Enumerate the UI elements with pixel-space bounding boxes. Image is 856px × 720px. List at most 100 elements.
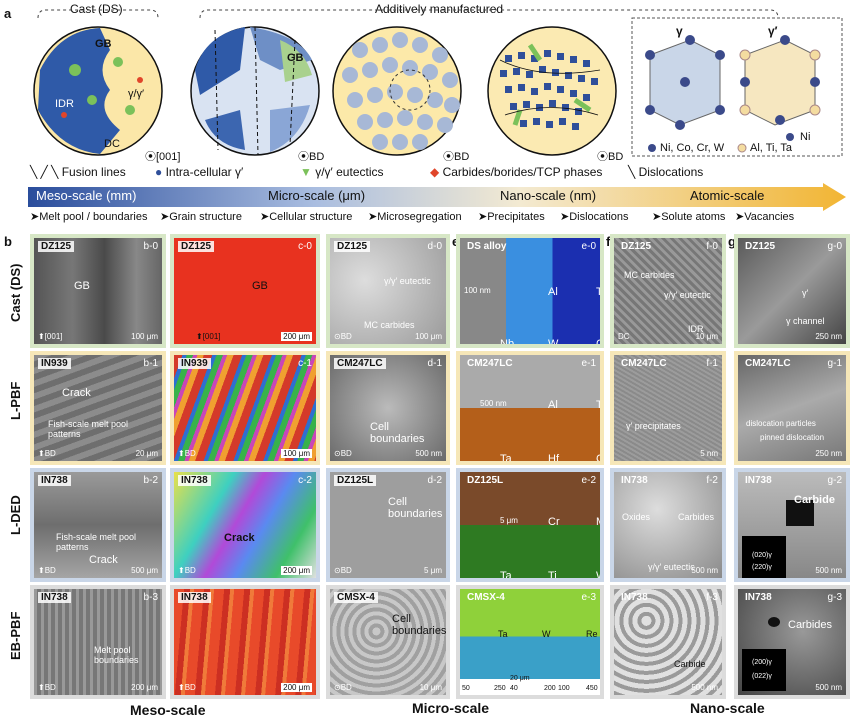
tile-dir: DC [618, 332, 630, 341]
tile-c3: IN738 ⬆BD 200 μm [170, 585, 320, 699]
colorbar-tick: 250 [494, 685, 506, 692]
ni-label: Ni [800, 131, 811, 143]
feature-6: ➤Solute atoms [652, 211, 726, 223]
tile-alloy: IN939 [178, 358, 211, 369]
precipitate-circle [487, 26, 617, 156]
scale-bar-label: 500 nm [480, 399, 507, 408]
tile-note2: pinned dislocation [760, 433, 825, 442]
legend-ni-label: Ni, Co, Cr, W [660, 142, 725, 154]
scale-bar-label: 500 nm [691, 683, 718, 692]
tile-note: Carbide [794, 494, 835, 506]
tile-id: b-2 [143, 475, 158, 486]
scale-bar-label: 5 nm [700, 449, 718, 458]
row-lded-label: L-DED [8, 495, 23, 535]
colorbar-tick: 50 [462, 685, 470, 692]
dir-001-label: ⦿[001] [145, 151, 181, 163]
tile-dir: ⬆BD [178, 566, 196, 575]
legend-intra: ● Intra-cellular γ′ [155, 165, 244, 179]
feature-4: ➤Precipitates [478, 211, 545, 223]
diffraction-label: (220)γ [752, 564, 772, 571]
gamma-label: γ [676, 24, 683, 38]
element-label: W [542, 629, 551, 639]
tile-f1: CM247LC f-1 γ′ precipitates 5 nm [610, 351, 726, 465]
legend-fusion: ╲ ╱ ╲ Fusion lines [30, 165, 126, 179]
scale-bar-label: 200 μm [281, 332, 312, 341]
scale-bar-label: 500 nm [815, 683, 842, 692]
tile-note: Melt pool boundaries [94, 645, 139, 665]
tile-b1: IN939 b-1 Crack Fish-scale melt pool pat… [30, 351, 166, 465]
bottom-meso-label: Meso-scale [130, 702, 206, 718]
scale-bar-label: 500 μm [131, 566, 158, 575]
tile-note3: IDR [688, 324, 704, 334]
element-label: Ti [548, 570, 557, 582]
tile-dir: ⬆BD [38, 449, 56, 458]
meso-scale-label: Meso-scale (mm) [36, 188, 137, 203]
scale-bar-label: 5 μm [424, 566, 442, 575]
tile-g0: DZ125 g-0 γ′ γ channel 250 nm [734, 234, 850, 348]
scale-bar-label: 500 nm [815, 566, 842, 575]
element-label: Ti [596, 399, 604, 411]
feature-5: ➤Dislocations [560, 211, 629, 223]
element-label: W [596, 570, 600, 578]
tile-note: Cell boundaries [388, 496, 443, 520]
tile-note: Oxides [622, 512, 651, 522]
tile-note: γ′ precipitates [626, 421, 681, 431]
tile-dir: ⬆BD [178, 449, 196, 458]
tile-id: c-0 [298, 241, 312, 252]
tile-alloy: IN738 [178, 592, 211, 603]
tile-e1: CM247LC e-1 Al Ti Ta Hf C 500 nm [456, 351, 604, 465]
diffraction-pattern [742, 536, 786, 578]
tile-id: e-2 [581, 475, 596, 486]
am-bracket [199, 9, 779, 19]
scale-bar-label: 20 μm [135, 449, 158, 458]
tile-id: g-2 [827, 475, 842, 486]
bd3-label: ⦿BD [597, 151, 624, 163]
legend-eutectics: ▼ γ/γ′ eutectics [300, 165, 384, 179]
colorbar-tick: 100 [558, 685, 570, 692]
tile-alloy: IN738 [621, 475, 648, 486]
tile-g1: CM247LC g-1 dislocation particles pinned… [734, 351, 850, 465]
carbide-particle [768, 617, 780, 627]
row-lpbf-label: L-PBF [8, 381, 23, 420]
element-label: W [548, 338, 559, 348]
tile-alloy: CM247LC [334, 358, 386, 369]
tile-note: Crack [62, 387, 91, 399]
panel-a-schematic [33, 9, 843, 157]
legend-dislocations: ╲ Dislocations [628, 165, 704, 179]
tile-c1: IN939 c-1 ⬆BD 100 μm [170, 351, 320, 465]
gb2-label: GB [287, 52, 304, 64]
tile-alloy: IN738 [621, 592, 648, 603]
nano-scale-label: Nano-scale (nm) [500, 188, 597, 203]
tile-e2: DZ125L e-2 Cr Mo Ta Ti W 5 μm [456, 468, 604, 582]
bottom-nano-label: Nano-scale [690, 700, 765, 716]
tile-alloy: IN738 [178, 475, 211, 486]
tile-alloy: CM247LC [621, 358, 667, 369]
scale-bar-label: 100 μm [415, 332, 442, 341]
feature-7: ➤Vacancies [735, 211, 795, 223]
tile-note: γ/γ′ eutectic [384, 276, 431, 286]
element-label: Cr [548, 516, 560, 528]
tile-id: f-2 [706, 475, 718, 486]
col-e-label: e [452, 234, 459, 249]
feature-2: ➤Cellular structure [260, 211, 353, 223]
feature-0: ➤Melt pool / boundaries [30, 211, 148, 223]
tile-alloy: DZ125 [334, 241, 371, 252]
scale-arrow [28, 183, 846, 211]
atomic-scale-label: Atomic-scale [690, 188, 765, 203]
tile-alloy: IN738 [38, 592, 71, 603]
bd1-label: ⦿BD [298, 151, 325, 163]
tile-id: e-0 [581, 241, 596, 252]
tile-note: γ′ [802, 288, 809, 298]
tile-d2: DZ125L d-2 Cell boundaries ⊙BD 5 μm [326, 468, 450, 582]
blue-dot-icon: ● [155, 165, 166, 179]
tile-alloy: CM247LC [467, 358, 513, 369]
tile-alloy: DZ125L [467, 475, 504, 486]
tile-alloy: DS alloy [467, 241, 507, 252]
cast-microstructure-circle [33, 26, 163, 156]
tile-f0: DZ125 f-0 MC carbides γ/γ′ eutectic IDR … [610, 234, 726, 348]
element-label: Al [548, 399, 558, 411]
tile-dir: ⬆[001] [38, 332, 63, 341]
col-g-label: g [728, 234, 736, 249]
dc-label: DC [104, 138, 120, 150]
scale-bar-label: 5 μm [500, 516, 518, 525]
